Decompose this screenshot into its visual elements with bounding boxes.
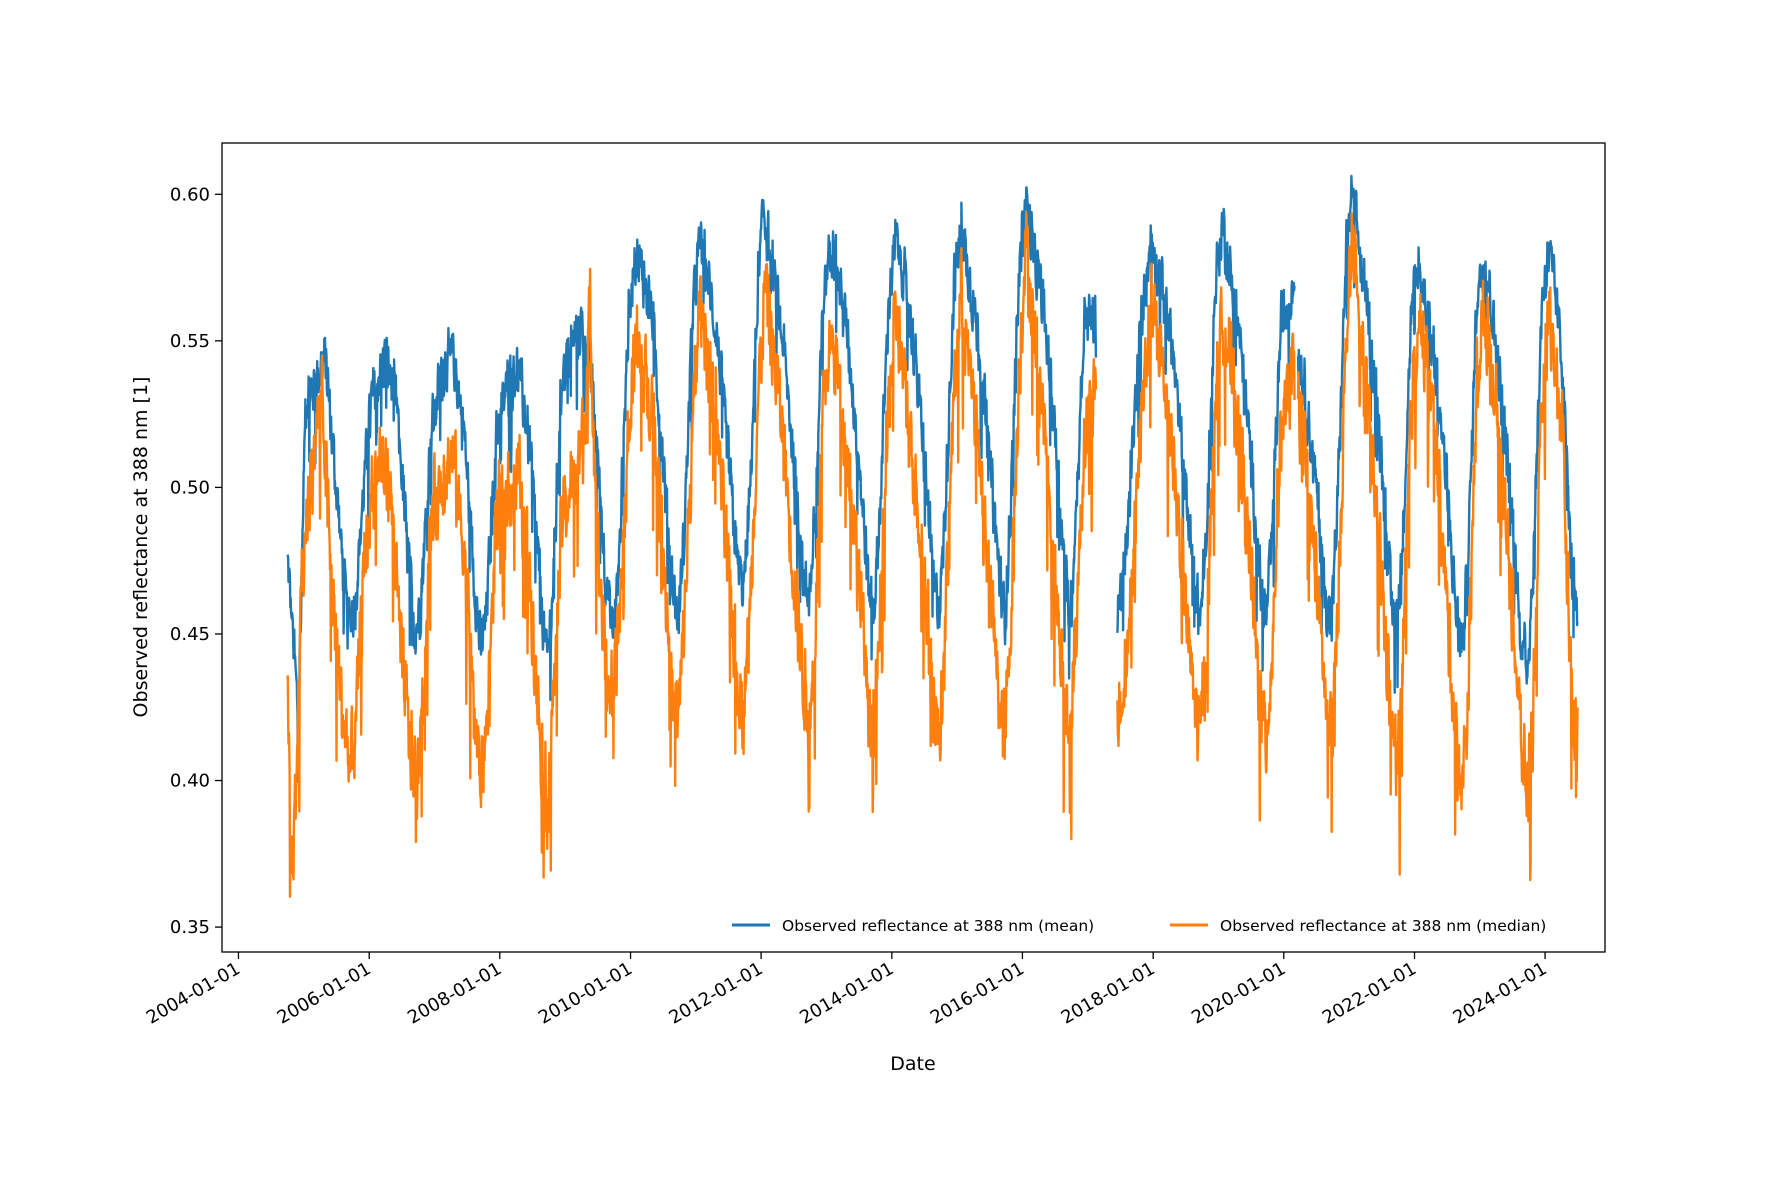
legend: Observed reflectance at 388 nm (mean) Ob… <box>732 917 1546 935</box>
plot-frame <box>221 142 1606 953</box>
y-axis-title: Observed reflectance at 388 nm [1] <box>130 377 152 718</box>
y-tick-label-5: 0.60 <box>170 184 210 205</box>
x-axis-title: Date <box>890 1053 935 1075</box>
series-layer <box>286 174 1579 898</box>
legend-label-median: Observed reflectance at 388 nm (median) <box>1220 917 1546 935</box>
y-tick-label-3: 0.50 <box>170 477 210 498</box>
y-tick-label-1: 0.40 <box>170 771 210 792</box>
y-tick-label-4: 0.55 <box>170 331 210 352</box>
y-tick-label-2: 0.45 <box>170 624 210 645</box>
y-tick-label-0: 0.35 <box>170 917 210 938</box>
y-axis: 0.35 0.40 0.45 0.50 0.55 0.60 <box>170 184 222 938</box>
series-line-median <box>286 210 1579 898</box>
legend-label-mean: Observed reflectance at 388 nm (mean) <box>782 917 1094 935</box>
